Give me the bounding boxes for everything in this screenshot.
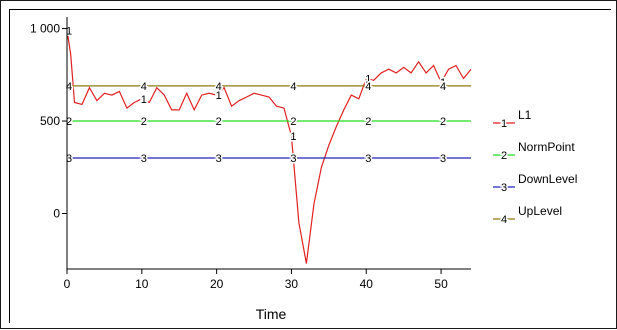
series-marker-4: 4 <box>365 81 371 93</box>
axis-layer: 0 500 1 000 0 10 20 30 40 50 <box>30 17 471 291</box>
x-tick-label: 40 <box>360 277 374 291</box>
y-tick-label: 500 <box>40 114 60 128</box>
legend-label-l1: L1 <box>518 108 532 122</box>
legend-label-normpoint: NormPoint <box>518 140 575 154</box>
series-marker-1: 1 <box>290 131 296 143</box>
series-marker-2: 2 <box>290 116 296 128</box>
x-axis-title: Time <box>256 306 287 322</box>
legend-marker: 3 <box>501 182 507 194</box>
legend-layer: 1 L1 2 NormPoint 3 DownLevel 4 UpLevel <box>493 108 577 226</box>
series-line-l1 <box>67 30 471 263</box>
series-marker-4: 4 <box>440 81 446 93</box>
y-tick-label: 0 <box>53 207 60 221</box>
series-marker-4: 4 <box>216 81 222 93</box>
x-tick-label: 20 <box>210 277 224 291</box>
series-marker-3: 3 <box>216 153 222 165</box>
legend-label-uplevel: UpLevel <box>518 204 562 218</box>
legend-marker: 1 <box>501 118 507 130</box>
series-marker-3: 3 <box>290 153 296 165</box>
legend-label-downlevel: DownLevel <box>518 172 577 186</box>
x-tick-label: 0 <box>64 277 71 291</box>
series-marker-2: 2 <box>216 116 222 128</box>
series-marker-2: 2 <box>365 116 371 128</box>
series-marker-2: 2 <box>440 116 446 128</box>
series-marker-3: 3 <box>365 153 371 165</box>
series-marker-2: 2 <box>141 116 147 128</box>
x-tick-label: 30 <box>285 277 299 291</box>
series-marker-4: 4 <box>141 81 147 93</box>
y-tick-label: 1 000 <box>30 22 60 36</box>
legend-marker: 2 <box>501 150 507 162</box>
series-marker-3: 3 <box>440 153 446 165</box>
series-marker-3: 3 <box>141 153 147 165</box>
legend-marker: 4 <box>501 214 507 226</box>
series-marker-1: 1 <box>141 94 147 106</box>
series-marker-4: 4 <box>290 81 296 93</box>
x-tick-label: 10 <box>135 277 149 291</box>
x-tick-label: 50 <box>434 277 448 291</box>
